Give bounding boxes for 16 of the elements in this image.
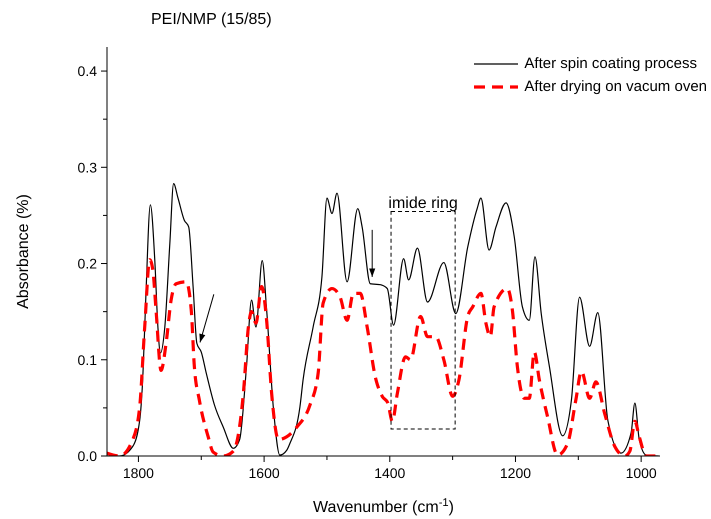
annotation: imide ring: [388, 194, 458, 212]
x-tick-label: 1000: [626, 465, 657, 481]
y-tick-label: 0.2: [78, 256, 98, 272]
legend-label: After spin coating process: [524, 55, 697, 72]
y-tick-label: 0.0: [78, 448, 98, 464]
y-tick-label: 0.3: [78, 159, 98, 176]
y-tick-label: 0.1: [78, 352, 98, 368]
chart-title: PEI/NMP (15/85): [151, 11, 272, 29]
legend-label: After drying on vacum oven: [524, 78, 707, 95]
x-tick-label: 1600: [248, 465, 280, 481]
x-tick-label: 1400: [374, 465, 406, 481]
x-tick-label: 1200: [500, 465, 532, 481]
x-tick-label: 1800: [122, 465, 154, 481]
y-axis-title: Absorbance (%): [15, 194, 32, 309]
x-axis-title: Wavenumber (cm$^{-1}$): [313, 497, 454, 516]
y-tick-label: 0.4: [78, 63, 98, 80]
